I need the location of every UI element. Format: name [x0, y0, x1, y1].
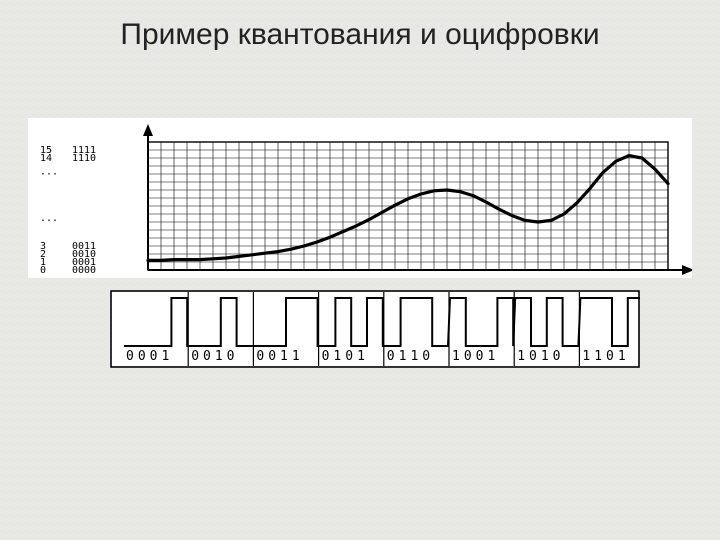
svg-text:0101: 0101	[322, 349, 369, 364]
svg-text:...: ...	[40, 167, 58, 178]
svg-text:0011: 0011	[256, 349, 303, 364]
svg-text:0000: 0000	[72, 265, 96, 276]
svg-text:...: ...	[40, 213, 58, 224]
bitstream-chart: 0001 0010 0011 0101 0110 1001 1010 1101	[110, 290, 640, 368]
svg-text:1001: 1001	[452, 349, 499, 364]
svg-text:0: 0	[40, 265, 46, 276]
svg-text:0001: 0001	[126, 349, 173, 364]
svg-text:1110: 1110	[72, 153, 96, 164]
svg-text:1010: 1010	[517, 349, 564, 364]
svg-text:0010: 0010	[191, 349, 238, 364]
svg-text:0110: 0110	[387, 349, 434, 364]
quantization-chart: t151111141110......30011200101000100000	[28, 118, 692, 278]
svg-text:1101: 1101	[582, 349, 629, 364]
svg-text:14: 14	[40, 153, 52, 164]
page-title: Пример квантования и оцифровки	[0, 0, 720, 52]
